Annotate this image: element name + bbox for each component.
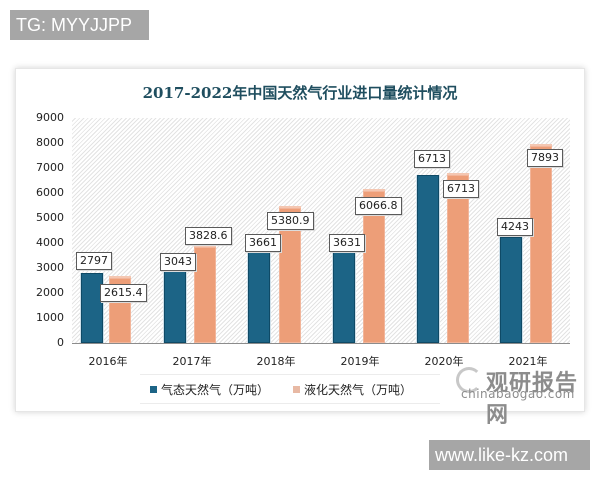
data-label-lng-2019: 6066.8 [355, 197, 402, 215]
data-label-lng-2017: 3828.6 [185, 227, 232, 245]
y-tick: 9000 [36, 111, 64, 124]
legend-item-lng: 液化天然气（万吨） [293, 381, 412, 398]
bar-gas-2016 [81, 273, 103, 343]
y-tick: 5000 [36, 211, 64, 224]
bar-lng-2018 [279, 208, 301, 343]
plot-area [72, 118, 570, 343]
y-tick: 1000 [36, 311, 64, 324]
data-label-gas-2021: 4243 [497, 218, 533, 236]
data-label-lng-2021: 7893 [527, 149, 563, 167]
x-label-2020: 2020年 [424, 355, 464, 368]
x-label-2018: 2018年 [256, 355, 296, 368]
x-label-2021: 2021年 [508, 355, 548, 368]
legend-swatch-lng-icon [293, 385, 301, 393]
bar-lng-2021 [530, 146, 552, 343]
brand-name-en: chinabaogao.com [461, 387, 575, 401]
x-label-2017: 2017年 [172, 355, 212, 368]
data-label-lng-2016: 2615.4 [100, 284, 147, 302]
x-axis-line [72, 343, 570, 344]
x-label-2019: 2019年 [340, 355, 380, 368]
data-label-lng-2020: 6713 [443, 180, 479, 198]
data-label-gas-2020: 6713 [414, 150, 450, 168]
chart-title: 2017-2022年中国天然气行业进口量统计情况 [142, 84, 458, 102]
x-label-2016: 2016年 [88, 355, 128, 368]
bar-gas-2019 [333, 252, 355, 343]
legend-divider-bottom [140, 403, 440, 404]
y-tick: 8000 [36, 136, 64, 149]
y-tick: 4000 [36, 236, 64, 249]
bar-gas-2018 [248, 251, 270, 343]
legend-swatch-gas-icon [150, 385, 157, 393]
watermark-tag-bottom: www.like-kz.com [429, 440, 590, 470]
y-tick: 3000 [36, 261, 64, 274]
legend: 气态天然气（万吨） 液化天然气（万吨） [150, 377, 412, 401]
bar-gas-2021 [500, 237, 522, 343]
data-label-gas-2019: 3631 [329, 234, 365, 252]
bar-lng-2020 [447, 175, 469, 343]
bar-gas-2017 [164, 267, 186, 343]
brand-watermark: 观研报告网 chinabaogao.com [456, 365, 586, 428]
y-tick: 7000 [36, 161, 64, 174]
data-label-gas-2018: 3661 [245, 234, 281, 252]
data-label-gas-2017: 3043 [160, 253, 196, 271]
y-tick: 2000 [36, 286, 64, 299]
legend-divider-top [140, 374, 440, 375]
bar-gas-2020 [417, 175, 439, 343]
y-tick: 0 [57, 336, 64, 349]
brand-name-cn: 观研报告网 [486, 371, 579, 428]
legend-item-gas: 气态天然气（万吨） [150, 381, 269, 398]
legend-label-lng: 液化天然气（万吨） [304, 382, 413, 397]
watermark-tag-top: TG: MYYJJPP [10, 10, 149, 40]
legend-label-gas: 气态天然气（万吨） [161, 382, 270, 397]
y-tick: 6000 [36, 186, 64, 199]
data-label-lng-2018: 5380.9 [267, 212, 314, 230]
bar-lng-2019 [363, 191, 385, 343]
brand-logo-icon [456, 367, 482, 393]
data-label-gas-2016: 2797 [76, 252, 112, 270]
bar-lng-2017 [194, 247, 216, 343]
